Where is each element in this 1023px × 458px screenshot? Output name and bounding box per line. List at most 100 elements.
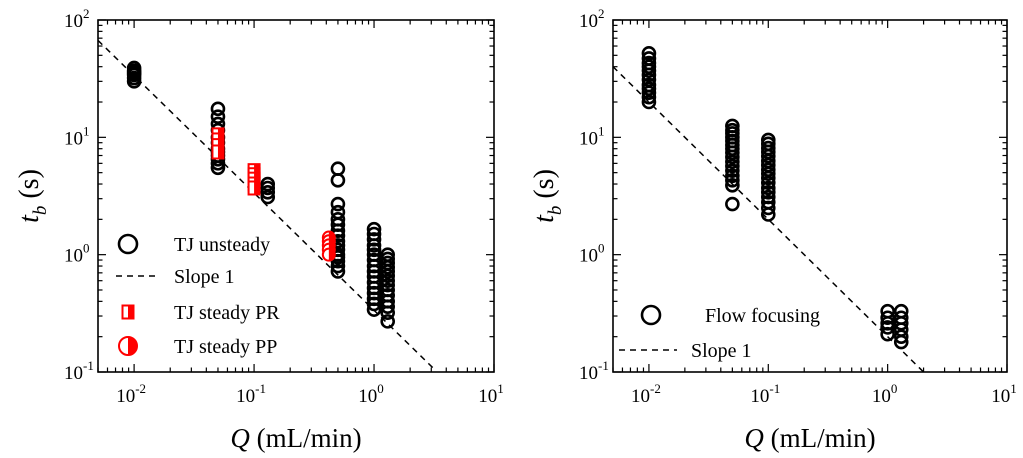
x-tick-label: 101 (478, 381, 504, 407)
data-point (880, 326, 895, 342)
legend-marker (118, 336, 138, 356)
data-point (880, 310, 895, 326)
y-tick-label: 100 (64, 241, 90, 267)
data-point (260, 180, 276, 196)
legend-label: TJ unsteady (174, 234, 270, 256)
y-tick-label: 102 (579, 6, 605, 32)
legend-label: Flow focusing (705, 305, 820, 327)
data-point (366, 302, 382, 317)
data-point (725, 158, 740, 174)
legend-entry: TJ unsteady (117, 233, 270, 256)
legend-entry: TJ steady PR (121, 302, 280, 324)
legend-label: Slope 1 (174, 266, 235, 288)
data-point (641, 46, 657, 61)
data-point (760, 175, 776, 191)
data-point-fill (328, 248, 335, 261)
data-point (641, 89, 657, 105)
legend-marker-fill (128, 305, 134, 319)
x-tick-label: 100 (872, 381, 898, 407)
data-point (725, 168, 740, 184)
y-axis-label: tb (s) (14, 169, 51, 223)
data-point (366, 296, 382, 312)
legend-label: Slope 1 (691, 340, 752, 362)
data-point (330, 196, 346, 212)
legend-entry: Slope 1 (116, 266, 235, 288)
data-point (260, 185, 276, 200)
data-point (893, 334, 909, 350)
x-axis-label: Q (mL/min) (744, 423, 875, 453)
data-point (725, 145, 740, 160)
data-point (380, 277, 396, 293)
data-point (366, 258, 382, 274)
data-point (380, 268, 396, 284)
x-tick-label: 101 (991, 381, 1017, 407)
data-point (126, 74, 142, 89)
data-point (760, 200, 776, 216)
data-point (380, 305, 396, 321)
x-tick-label: 10-2 (116, 381, 146, 407)
data-point (330, 253, 346, 269)
data-point (330, 173, 346, 188)
slope-line (98, 39, 436, 371)
legend-marker (121, 304, 135, 320)
y-tick-label: 10-1 (64, 358, 94, 384)
y-axis-label: tb (s) (529, 169, 566, 223)
data-point (366, 238, 382, 253)
data-point (210, 101, 226, 117)
data-point (725, 173, 740, 188)
data-point (760, 148, 776, 164)
y-tick-label: 101 (579, 123, 605, 149)
data-point (760, 207, 776, 222)
data-point (725, 154, 740, 169)
left-panel: 10-2 10-1 100 101 10-1 100 101 102 Q (mL/min) tb … (14, 6, 504, 453)
data-point (725, 178, 740, 193)
data-layer (613, 46, 925, 372)
data-point (366, 221, 382, 237)
x-tick-label: 10-2 (631, 381, 661, 407)
data-point (760, 185, 776, 200)
x-tick-label: 10-1 (236, 381, 266, 407)
data-point (760, 166, 776, 181)
legend-entry: Flow focusing (640, 304, 820, 327)
data-point (330, 161, 346, 177)
x-tick-label: 10-1 (750, 381, 780, 407)
data-point (880, 320, 895, 335)
data-point (641, 63, 657, 78)
data-point (210, 160, 226, 176)
data-point (366, 232, 382, 247)
legend-marker-fill (128, 337, 137, 355)
right-panel: 10-2 10-1 100 101 10-1 100 101 102 Q (mL/min) tb … (529, 6, 1017, 453)
data-point (380, 314, 396, 329)
data-point (380, 264, 396, 279)
data-point (725, 163, 740, 178)
y-tick-label: 102 (64, 6, 90, 32)
legend-marker (117, 233, 139, 255)
data-point (760, 180, 776, 196)
data-point (330, 264, 346, 279)
data-point (330, 223, 346, 239)
data-point (641, 94, 657, 110)
data-point (260, 189, 276, 205)
y-tick-label: 10-1 (579, 358, 609, 384)
data-point (366, 242, 382, 258)
y-tick-label: 100 (579, 241, 605, 267)
data-point (641, 67, 657, 83)
legend-label: TJ steady PP (174, 336, 277, 358)
plot-frame (97, 19, 495, 373)
legend-label: TJ steady PR (174, 302, 280, 324)
legend-entry: TJ steady PP (118, 336, 277, 358)
data-point (725, 149, 740, 165)
y-tick-label: 101 (64, 123, 90, 149)
data-point (210, 109, 226, 124)
x-tick-label: 100 (358, 381, 384, 407)
legend-entry: Slope 1 (619, 340, 752, 362)
data-point (247, 180, 261, 196)
x-axis-label: Q (mL/min) (230, 423, 361, 453)
data-point-fill (254, 181, 260, 195)
data-point (211, 144, 225, 160)
data-point (641, 85, 657, 101)
data-point (725, 196, 740, 212)
data-layer (98, 39, 436, 371)
data-point (380, 273, 396, 288)
